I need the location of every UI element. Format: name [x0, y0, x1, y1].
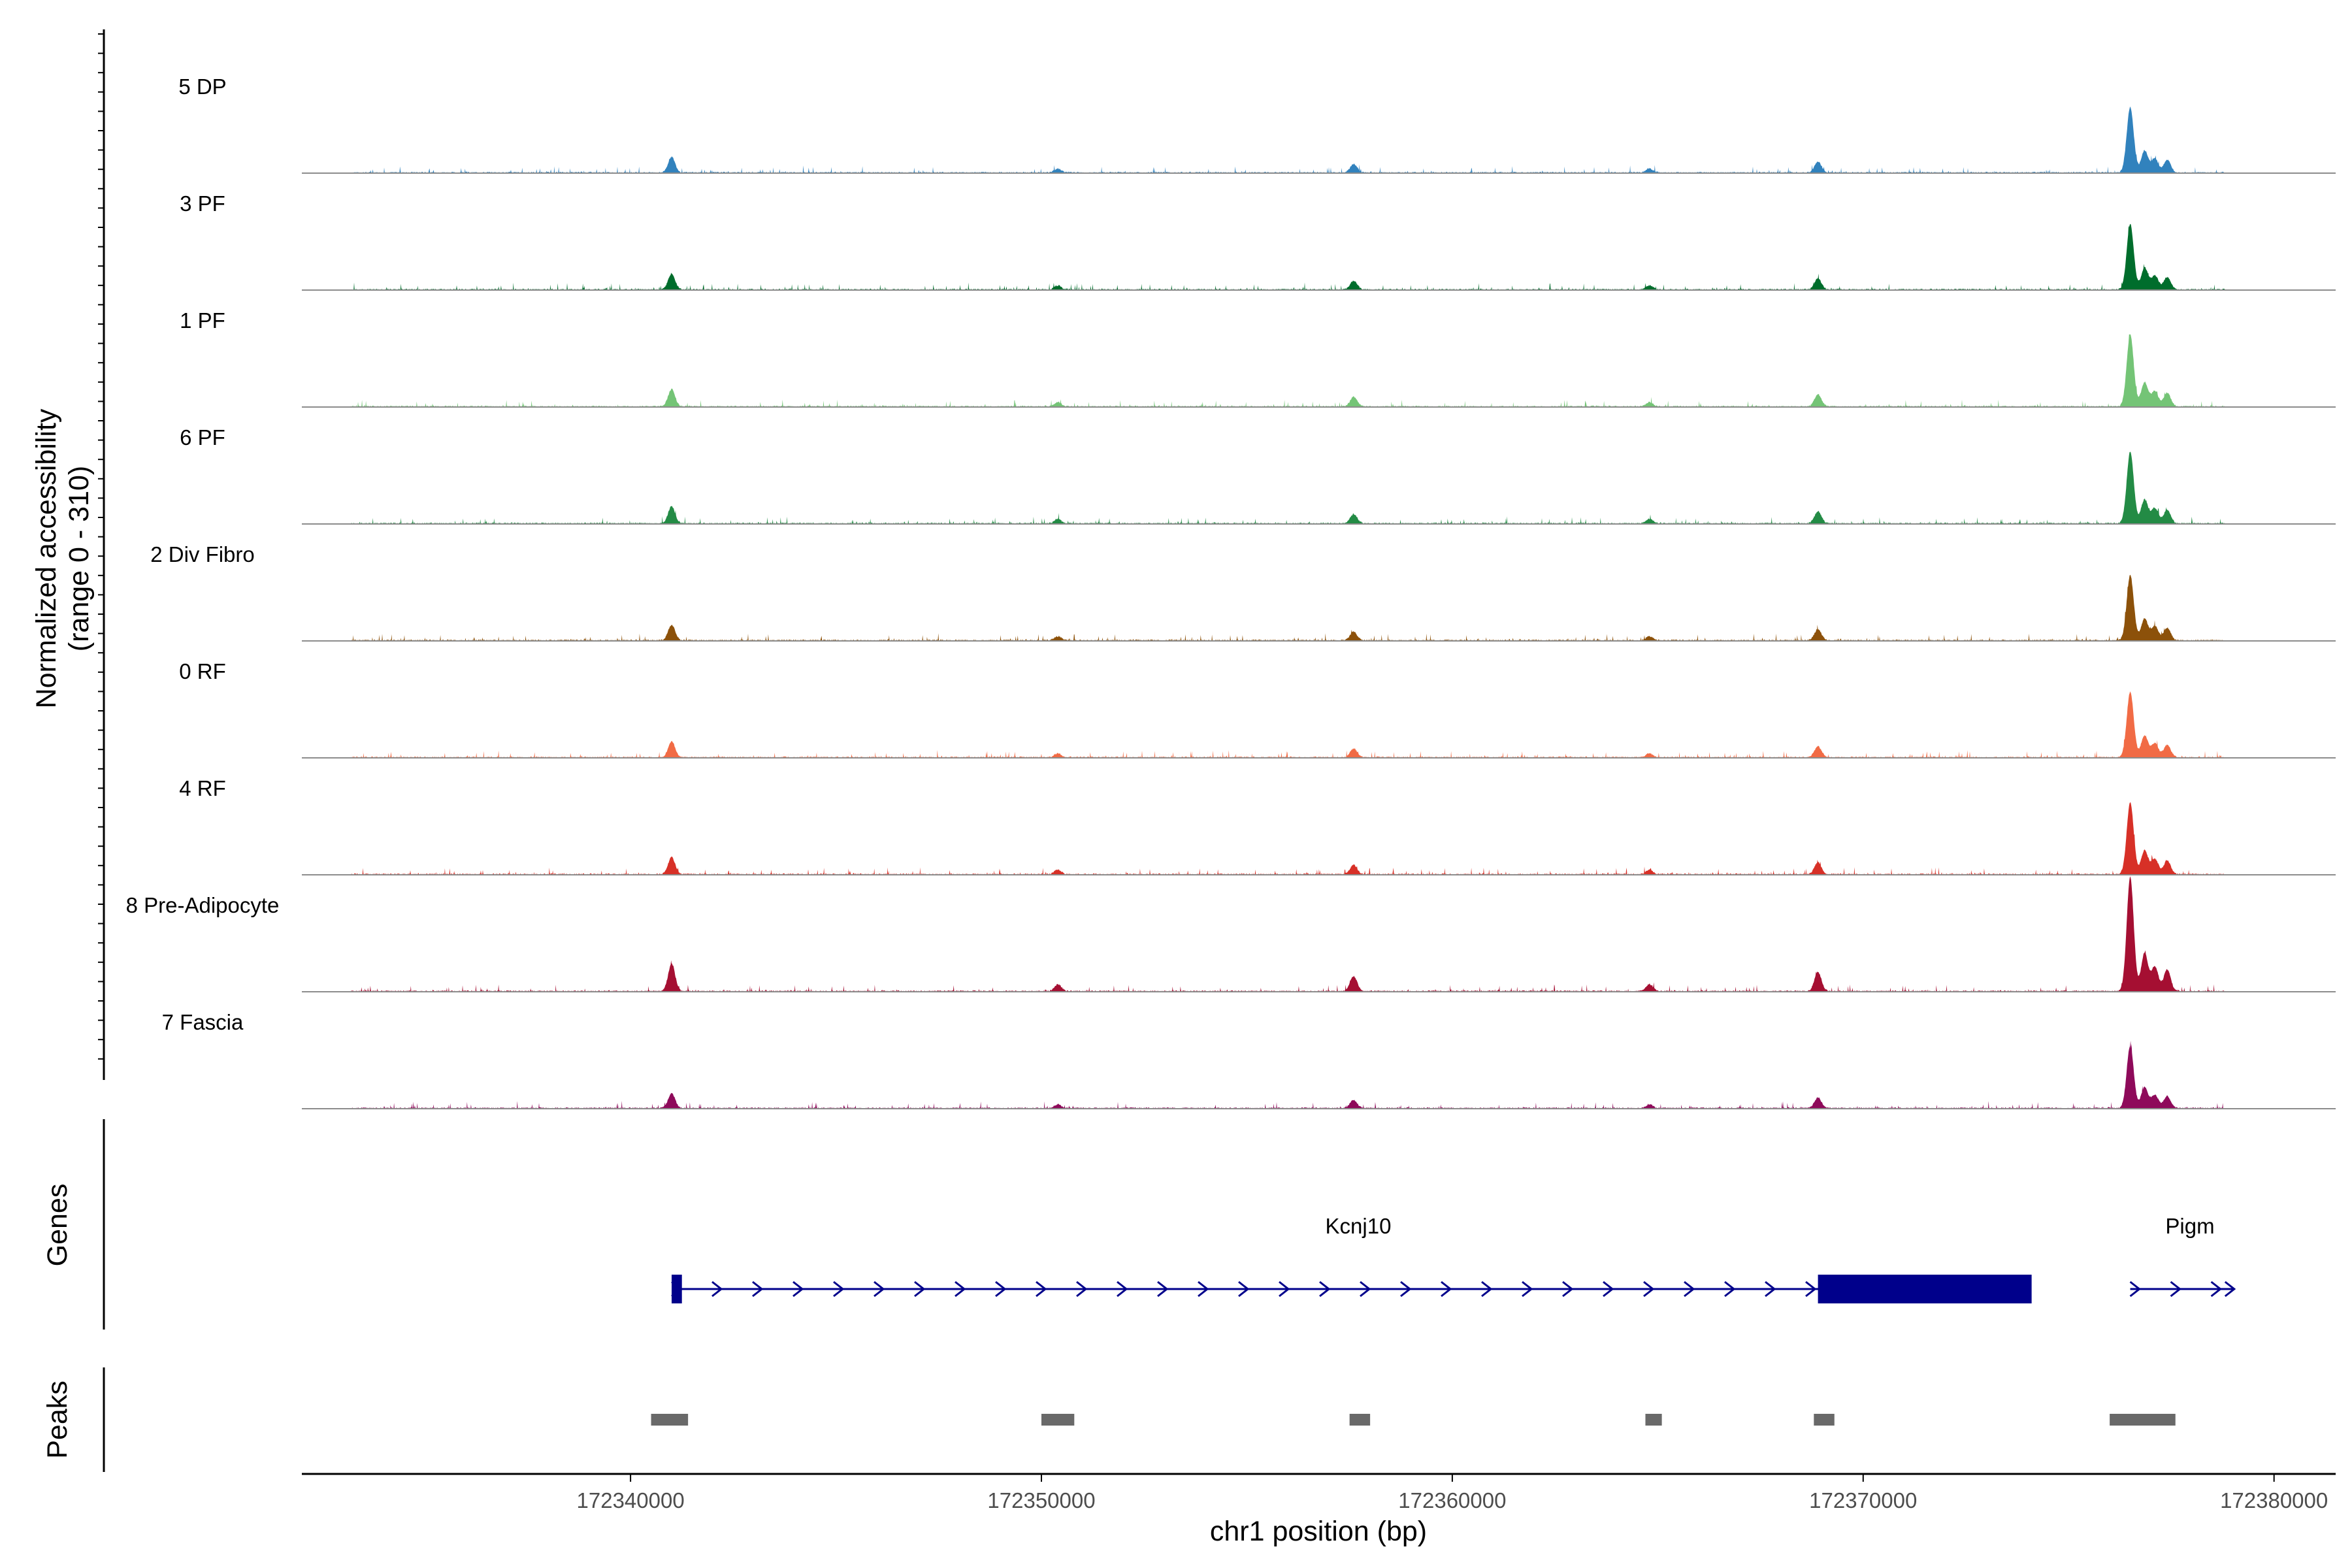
exon: [672, 1275, 682, 1303]
track-2-div-fibro: 2 Div Fibro: [150, 542, 2336, 642]
strand-arrow: [1603, 1281, 1614, 1298]
gene-annotation-track: Kcnj10 Pigm: [671, 1214, 2236, 1303]
track-1-pf: 1 PF: [180, 308, 2336, 408]
strand-arrow: [1400, 1281, 1412, 1298]
strand-arrow: [1522, 1281, 1533, 1298]
strand-arrow: [2129, 1281, 2141, 1298]
track-label: 1 PF: [180, 308, 225, 333]
x-tick-label: 172350000: [987, 1488, 1095, 1512]
strand-arrow: [1724, 1281, 1736, 1298]
peak-region: [1645, 1414, 1662, 1426]
peak-region: [651, 1414, 689, 1426]
strand-arrow: [1076, 1281, 1088, 1298]
strand-arrow: [1238, 1281, 1250, 1298]
x-axis-title: chr1 position (bp): [1210, 1516, 1427, 1547]
peak-region: [1814, 1414, 1835, 1426]
strand-arrow: [955, 1281, 966, 1298]
strand-arrow: [1765, 1281, 1776, 1298]
x-axis: 172340000 172350000 172360000 172370000 1723…: [302, 1473, 2336, 1512]
strand-arrow: [1279, 1281, 1290, 1298]
coverage-y-axis: [98, 29, 105, 1080]
gene-pigm: Pigm: [2129, 1214, 2236, 1298]
strand-arrow: [1360, 1281, 1371, 1298]
strand-arrow: [1319, 1281, 1331, 1298]
track-7-fascia: 7 Fascia: [162, 1010, 2336, 1109]
gene-label: Pigm: [2165, 1214, 2214, 1238]
track-label: 8 Pre-Adipocyte: [126, 893, 280, 917]
x-tick-label: 172340000: [577, 1488, 685, 1512]
track-8-pre-adipocyte: 8 Pre-Adipocyte: [126, 876, 2336, 992]
track-label: 4 RF: [179, 776, 226, 800]
strand-arrow: [2170, 1281, 2181, 1298]
strand-arrow: [1684, 1281, 1695, 1298]
track-label: 5 DP: [178, 74, 226, 99]
strand-arrow: [1562, 1281, 1574, 1298]
track-label: 7 Fascia: [162, 1010, 244, 1034]
strand-arrow: [1441, 1281, 1452, 1298]
y-axis-title-line1: Normalized accessibility: [31, 408, 62, 708]
peak-region: [1349, 1414, 1371, 1426]
peaks-panel-title: Peaks: [42, 1380, 73, 1459]
track-0-rf: 0 RF: [179, 659, 2336, 759]
track-4-rf: 4 RF: [179, 776, 2336, 875]
gene-kcnj10: Kcnj10: [671, 1214, 2032, 1303]
strand-arrow: [1157, 1281, 1169, 1298]
track-label: 6 PF: [180, 425, 225, 449]
strand-arrow: [1481, 1281, 1493, 1298]
strand-arrow: [914, 1281, 926, 1298]
strand-arrow: [711, 1281, 723, 1298]
track-label: 2 Div Fibro: [150, 542, 255, 566]
x-tick-label: 172380000: [2220, 1488, 2328, 1512]
genes-panel-title: Genes: [42, 1184, 73, 1267]
track-3-pf: 3 PF: [180, 191, 2336, 291]
x-tick-label: 172360000: [1398, 1488, 1506, 1512]
track-6-pf: 6 PF: [180, 425, 2336, 525]
strand-arrow: [874, 1281, 885, 1298]
strand-arrow: [2210, 1281, 2222, 1298]
track-5-dp: 5 DP: [178, 74, 2336, 174]
strand-arrow: [995, 1281, 1007, 1298]
strand-arrow: [792, 1281, 804, 1298]
track-label: 0 RF: [179, 659, 226, 683]
strand-arrow: [1036, 1281, 1047, 1298]
track-label: 3 PF: [180, 191, 225, 216]
strand-arrow: [1805, 1281, 1817, 1298]
y-axis-title-line2: (range 0 - 310): [63, 466, 95, 651]
gene-label: Kcnj10: [1326, 1214, 1392, 1238]
x-tick-label: 172370000: [1809, 1488, 1917, 1512]
strand-arrow: [1117, 1281, 1128, 1298]
peaks-track: [651, 1414, 2176, 1426]
peak-region: [1041, 1414, 1075, 1426]
strand-arrow: [752, 1281, 764, 1298]
strand-arrow: [1643, 1281, 1655, 1298]
strand-arrow: [1198, 1281, 1209, 1298]
strand-arrow: [833, 1281, 845, 1298]
strand-arrow: [2224, 1281, 2236, 1298]
coverage-tracks: 5 DP 3 PF 1 PF 6 PF 2 Div Fibro 0 RF 4 RF 8 Pre…: [126, 74, 2336, 1109]
peak-region: [2110, 1414, 2176, 1426]
exon: [1818, 1275, 2032, 1303]
